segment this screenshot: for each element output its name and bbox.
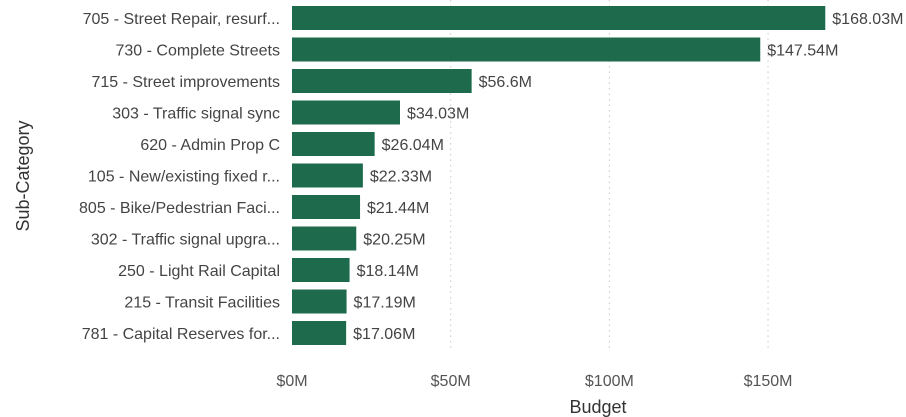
category-labels: 705 - Street Repair, resurf... 730 - Comp… xyxy=(79,11,280,343)
category-label: 105 - New/existing fixed r... xyxy=(88,169,280,186)
bar[interactable] xyxy=(292,258,350,282)
bar[interactable] xyxy=(292,37,761,62)
value-label: $34.03M xyxy=(407,106,469,123)
bar[interactable] xyxy=(292,226,357,251)
value-labels: $168.03M $147.54M $56.6M $34.03M $26.04M $22.… xyxy=(353,11,903,343)
value-label: $22.33M xyxy=(370,169,432,186)
x-tick-label: $50M xyxy=(431,373,471,390)
category-label: 715 - Street improvements xyxy=(91,74,280,91)
category-label: 705 - Street Repair, resurf... xyxy=(83,11,280,28)
value-label: $56.6M xyxy=(479,74,532,91)
bars xyxy=(292,6,826,345)
value-label: $147.54M xyxy=(767,43,838,60)
bar[interactable] xyxy=(292,163,363,188)
value-label: $21.44M xyxy=(367,200,429,217)
gridlines xyxy=(450,0,769,350)
x-tick-label: $0M xyxy=(276,373,307,390)
value-label: $18.14M xyxy=(357,263,419,280)
bar[interactable] xyxy=(292,69,472,93)
bar[interactable] xyxy=(292,321,347,345)
category-label: 250 - Light Rail Capital xyxy=(118,263,280,280)
category-label: 805 - Bike/Pedestrian Faci... xyxy=(79,200,280,217)
value-label: $20.25M xyxy=(363,232,425,249)
value-label: $17.19M xyxy=(354,295,416,312)
bar[interactable] xyxy=(292,195,361,219)
category-label: 620 - Admin Prop C xyxy=(140,137,280,154)
category-label: 781 - Capital Reserves for... xyxy=(82,326,280,343)
category-label: 730 - Complete Streets xyxy=(115,43,280,60)
x-tick-label: $150M xyxy=(744,373,793,390)
bar[interactable] xyxy=(292,132,375,156)
value-label: $168.03M xyxy=(832,11,903,28)
x-axis-ticks: $0M $50M $100M $150M xyxy=(276,373,792,390)
y-axis-title: Sub-Category xyxy=(13,120,33,231)
bar[interactable] xyxy=(292,6,826,30)
value-label: $26.04M xyxy=(382,137,444,154)
value-label: $17.06M xyxy=(353,326,415,343)
category-label: 215 - Transit Facilities xyxy=(124,295,280,312)
x-axis-title: Budget xyxy=(569,397,626,417)
bar[interactable] xyxy=(292,289,347,314)
bar[interactable] xyxy=(292,100,401,125)
category-label: 302 - Traffic signal upgra... xyxy=(91,232,280,249)
category-label: 303 - Traffic signal sync xyxy=(112,106,280,123)
x-tick-label: $100M xyxy=(585,373,634,390)
